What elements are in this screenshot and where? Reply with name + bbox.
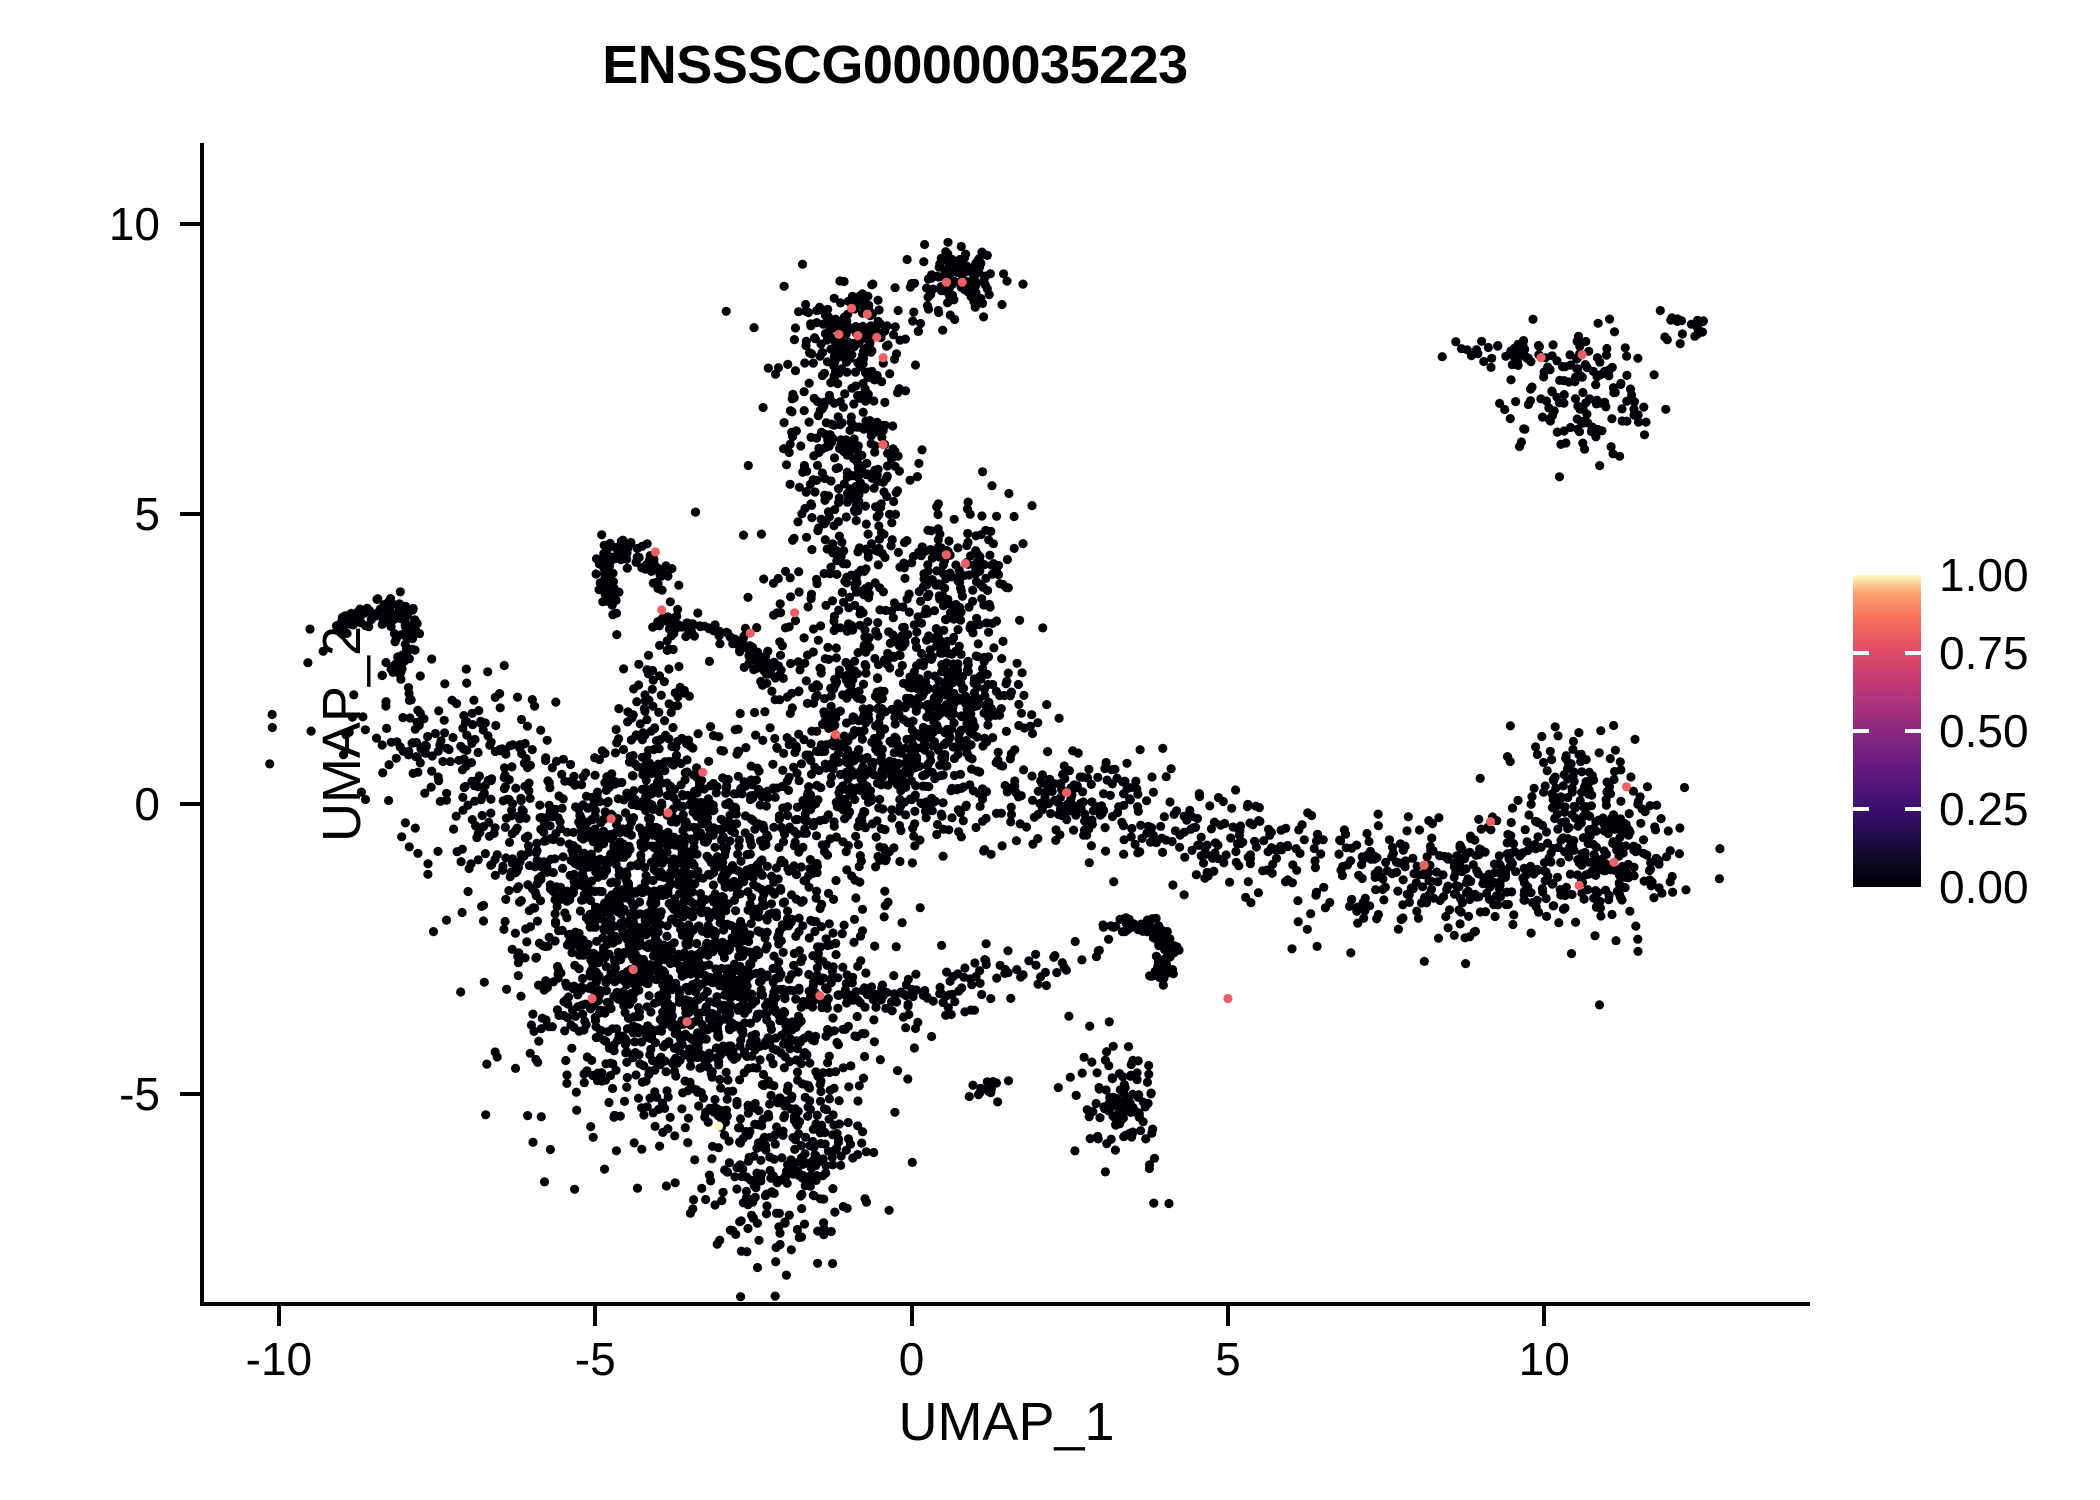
- plot-panel: [203, 143, 1810, 1303]
- scatter-points-layer: [265, 237, 1725, 1302]
- colorbar-tick-mark: [1853, 807, 1921, 811]
- y-tick-label: 0: [134, 778, 160, 831]
- y-tick-label: 5: [134, 488, 160, 541]
- y-tick-mark: [180, 1092, 200, 1097]
- x-tick-label: -5: [574, 1333, 616, 1385]
- colorbar-tick-label: 0.25: [1939, 783, 2029, 835]
- x-axis-line: [200, 1302, 1810, 1306]
- colorbar-legend: 1.00 0.75 0.50 0.25 0.00: [1853, 552, 2083, 910]
- y-axis-line: [200, 143, 204, 1306]
- y-tick-label: 10: [108, 198, 160, 251]
- points-group: [265, 237, 1725, 1302]
- x-tick-label: 0: [898, 1333, 925, 1385]
- colorbar-tick-label: 0.75: [1939, 627, 2029, 679]
- y-tick-mark: [180, 512, 200, 517]
- x-tick-label: 5: [1215, 1333, 1241, 1385]
- x-tick-mark: [909, 1306, 914, 1326]
- x-tick-label: 10: [1518, 1333, 1570, 1385]
- x-tick-mark: [1225, 1306, 1230, 1326]
- y-tick-mark: [180, 222, 200, 227]
- page-title: ENSSSCG00000035223: [602, 35, 1188, 95]
- colorbar-tick-label: 1.00: [1939, 549, 2029, 601]
- colorbar-tick-mark: [1853, 651, 1921, 655]
- x-tick-mark: [1542, 1306, 1547, 1326]
- colorbar-tick-label: 0.50: [1939, 705, 2029, 757]
- colorbar-tick-mark: [1853, 729, 1921, 733]
- y-axis-title: UMAP_2: [312, 625, 372, 843]
- x-axis-title: UMAP_1: [898, 1392, 1115, 1452]
- y-tick-mark: [180, 802, 200, 807]
- x-tick-mark: [593, 1306, 598, 1326]
- x-tick-mark: [276, 1306, 281, 1326]
- colorbar-tick-label: 0.00: [1939, 861, 2029, 913]
- x-tick-label: -10: [245, 1333, 313, 1385]
- y-tick-label: -5: [119, 1068, 160, 1121]
